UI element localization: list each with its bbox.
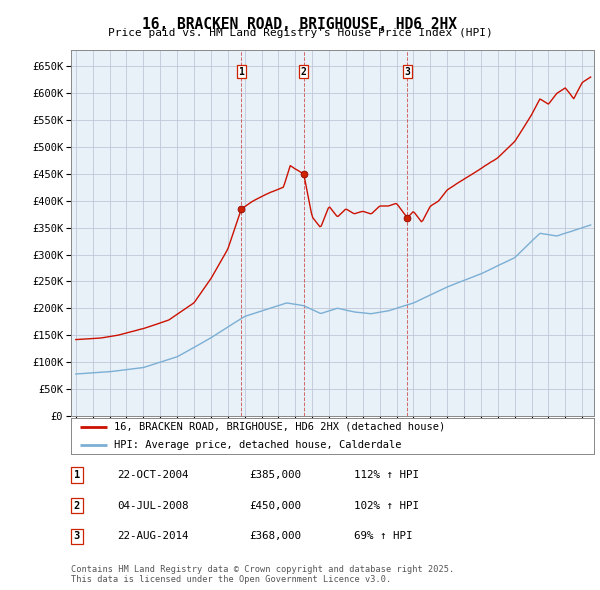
Text: HPI: Average price, detached house, Calderdale: HPI: Average price, detached house, Cald… <box>114 440 401 450</box>
Text: 112% ↑ HPI: 112% ↑ HPI <box>354 470 419 480</box>
Text: Contains HM Land Registry data © Crown copyright and database right 2025.
This d: Contains HM Land Registry data © Crown c… <box>71 565 454 584</box>
Text: 1: 1 <box>238 67 244 77</box>
Text: 22-AUG-2014: 22-AUG-2014 <box>117 532 188 541</box>
Text: 04-JUL-2008: 04-JUL-2008 <box>117 501 188 510</box>
Text: £450,000: £450,000 <box>249 501 301 510</box>
Text: 3: 3 <box>404 67 410 77</box>
Text: £368,000: £368,000 <box>249 532 301 541</box>
Text: 3: 3 <box>74 532 80 541</box>
Text: 16, BRACKEN ROAD, BRIGHOUSE, HD6 2HX: 16, BRACKEN ROAD, BRIGHOUSE, HD6 2HX <box>143 17 458 31</box>
Text: 1: 1 <box>74 470 80 480</box>
Text: Price paid vs. HM Land Registry's House Price Index (HPI): Price paid vs. HM Land Registry's House … <box>107 28 493 38</box>
Text: 2: 2 <box>74 501 80 510</box>
Text: 102% ↑ HPI: 102% ↑ HPI <box>354 501 419 510</box>
Text: £385,000: £385,000 <box>249 470 301 480</box>
Text: 2: 2 <box>301 67 307 77</box>
Text: 69% ↑ HPI: 69% ↑ HPI <box>354 532 413 541</box>
Text: 22-OCT-2004: 22-OCT-2004 <box>117 470 188 480</box>
Text: 16, BRACKEN ROAD, BRIGHOUSE, HD6 2HX (detached house): 16, BRACKEN ROAD, BRIGHOUSE, HD6 2HX (de… <box>114 422 445 432</box>
